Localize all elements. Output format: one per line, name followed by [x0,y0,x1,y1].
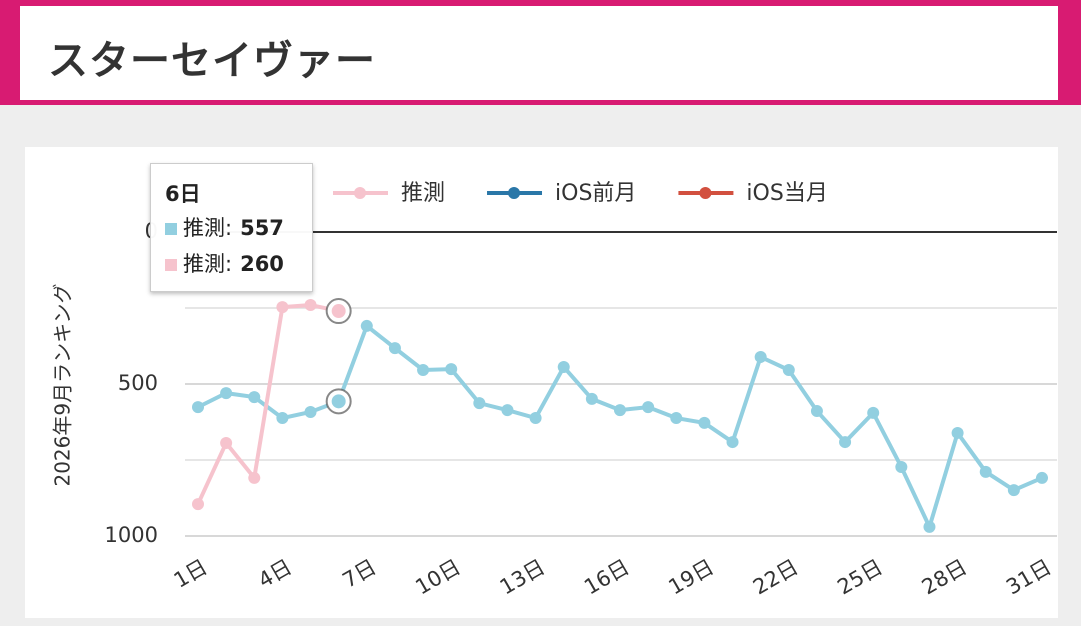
data-point [782,364,795,377]
data-point [698,416,711,429]
data-point [192,498,204,511]
x-tick-label: 10日 [411,555,464,600]
x-tick-label: 22日 [749,555,802,600]
data-point [979,465,992,478]
tooltip-swatch [165,259,177,271]
data-point [417,364,430,377]
data-point [248,471,261,484]
tooltip-label: 推測: [183,216,233,240]
data-point [923,520,936,533]
x-tick-label: 31日 [1002,555,1055,600]
legend-swatch-dot [508,187,521,199]
data-point [388,342,401,355]
hover-point [331,394,346,409]
tooltip-label: 推測: [183,252,233,276]
x-tick-label: 13日 [496,555,549,600]
data-point [360,319,373,332]
tooltip-swatch [165,223,177,235]
header-frame: スターセイヴァー [0,0,1081,105]
header-box: スターセイヴァー [20,6,1058,100]
x-tick-label: 7日 [339,555,381,593]
data-point [810,405,823,418]
data-point [585,392,598,405]
x-tick-label: 19日 [665,555,718,600]
x-tick-label: 1日 [170,555,212,593]
data-point [726,436,739,449]
series-line [196,302,340,505]
data-point [895,460,908,473]
data-point [529,412,542,425]
data-point [754,350,767,363]
y-axis-label: 2026年9月ランキング [51,283,75,486]
legend-item: iOS前月 [487,181,636,206]
data-point [951,426,964,439]
data-point [670,412,683,425]
legend-label: 推測 [401,181,445,206]
hover-point [331,304,346,319]
data-point [501,404,514,417]
data-point [473,397,486,410]
data-point [614,404,626,417]
data-point [248,391,261,404]
tooltip-value: 260 [240,252,284,276]
legend-item: 推測 [333,181,445,206]
data-point [276,412,289,425]
data-point [1007,484,1020,497]
legend-item: iOS当月 [678,181,828,206]
tooltip-row: 推測: 557 [165,212,284,242]
legend-swatch-dot [354,187,366,199]
x-tick-label: 28日 [918,555,971,600]
data-point [192,401,204,414]
data-point [557,360,570,373]
legend-label: iOS前月 [555,181,636,206]
page-title: スターセイヴァー [48,38,376,84]
x-tick-label: 16日 [580,555,633,600]
data-point [1036,471,1048,484]
series-line [197,322,1043,533]
data-point [839,436,852,449]
x-tick-label: 4日 [254,555,296,593]
data-point [220,436,233,449]
data-point [867,406,880,419]
data-point [445,363,458,376]
legend-label: iOS当月 [746,181,827,206]
data-point [642,401,655,414]
y-tick-label: 1000 [105,523,158,547]
data-point [304,405,317,418]
legend-swatch-dot [699,187,712,199]
data-point [276,301,289,314]
tooltip: 6日 推測: 557 推測: 260 [150,163,313,292]
tooltip-value: 557 [240,216,284,240]
data-point [304,298,317,311]
x-tick-label: 25日 [833,555,886,600]
data-point [220,387,233,400]
y-tick-label: 500 [118,371,158,395]
tooltip-title: 6日 [165,182,201,206]
tooltip-row: 推測: 260 [165,248,284,278]
